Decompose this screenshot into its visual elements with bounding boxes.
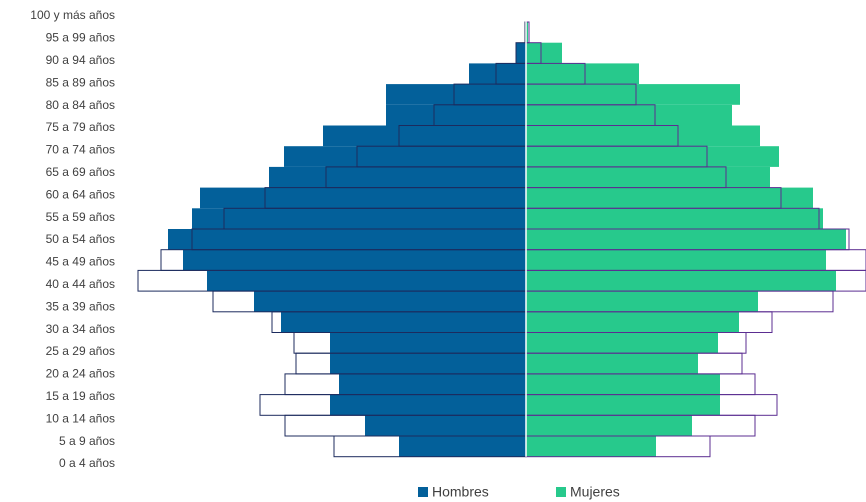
y-tick-label: 35 a 39 años [46,299,115,313]
bar [516,42,526,64]
legend-label: Mujeres [570,484,620,500]
bar [399,436,526,457]
legend-swatch [556,487,566,497]
bar [526,166,770,188]
bar [526,229,846,250]
bar [526,270,836,292]
bar [192,208,526,229]
y-tick-label: 95 a 99 años [46,31,115,45]
y-tick-label: 50 a 54 años [46,232,115,246]
y-tick-label: 55 a 59 años [46,210,115,224]
legend-label: Hombres [432,484,489,500]
bar [330,332,526,354]
y-tick-label: 80 a 84 años [46,98,115,112]
bar [526,415,692,436]
bar [386,104,526,126]
bar [526,22,528,43]
y-tick-label: 70 a 74 años [46,143,115,157]
bar [526,104,732,126]
y-tick-label: 30 a 34 años [46,322,115,336]
y-tick-label: 65 a 69 años [46,165,115,179]
bar [526,394,720,416]
y-tick-label: 40 a 44 años [46,277,115,291]
bar [284,146,526,167]
y-tick-label: 90 a 94 años [46,53,115,67]
y-tick-label: 25 a 29 años [46,344,115,358]
bar [207,270,526,292]
y-tick-label: 0 a 4 años [59,456,115,470]
bar [526,63,639,85]
bar [526,353,698,374]
bar [330,353,526,374]
y-tick-label: 20 a 24 años [46,367,115,381]
bar [168,229,526,250]
bar [526,249,826,271]
bar [269,166,526,188]
y-tick-label: 60 a 64 años [46,187,115,201]
bar [469,63,526,85]
legend-swatch [418,487,428,497]
bar [339,373,526,395]
y-tick-label: 5 a 9 años [59,434,115,448]
bar [526,311,739,333]
bar [281,311,526,333]
bar [526,125,760,147]
y-tick-label: 85 a 89 años [46,75,115,89]
bar [200,187,526,209]
y-tick-label: 45 a 49 años [46,255,115,269]
y-tick-label: 15 a 19 años [46,389,115,403]
bar [526,208,823,229]
bar [323,125,526,147]
bar [526,42,562,64]
y-tick-label: 100 y más años [30,8,115,22]
bar [365,415,526,436]
y-tick-label: 10 a 14 años [46,411,115,425]
bar [254,291,526,312]
bar [526,332,718,354]
bar [330,394,526,416]
bar [526,146,779,167]
bar [526,291,758,312]
bar [526,187,813,209]
bar [526,436,656,457]
bar [386,84,526,105]
bar [526,84,740,105]
y-tick-label: 75 a 79 años [46,120,115,134]
bar [526,373,720,395]
bar [183,249,526,271]
